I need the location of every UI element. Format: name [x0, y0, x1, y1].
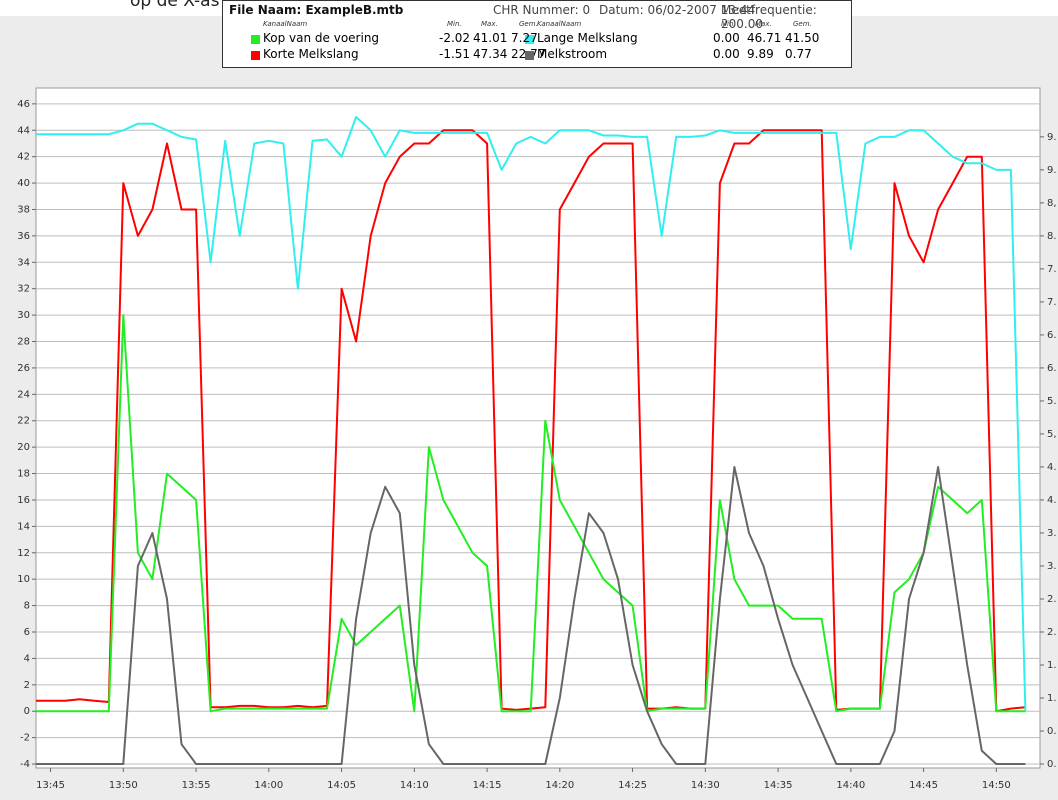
y-tick-label: 34	[17, 257, 30, 268]
x-tick-label: 14:10	[400, 780, 429, 791]
y2-tick-label: 0.	[1047, 759, 1057, 770]
y2-tick-label: 7.	[1047, 264, 1057, 275]
y-tick-label: -2	[20, 733, 30, 744]
x-tick-label: 13:55	[182, 780, 211, 791]
y2-tick-label: 8,	[1047, 198, 1057, 209]
y2-tick-label: 0.	[1047, 726, 1057, 737]
legend-label: Melkstroom	[537, 47, 608, 61]
x-tick-label: 14:50	[982, 780, 1011, 791]
y-tick-label: 28	[17, 337, 30, 348]
stats-header: Gem.	[793, 20, 812, 28]
y-tick-label: 22	[17, 416, 30, 427]
y2-tick-label: 2.	[1047, 594, 1057, 605]
info-text: Datum: 06/02-2007 13:44	[599, 3, 756, 17]
x-tick-label: 13:50	[109, 780, 138, 791]
y2-tick-label: 2.	[1047, 627, 1057, 638]
info-text: CHR Nummer: 0	[493, 3, 591, 17]
y-tick-label: 24	[17, 389, 30, 400]
legend-label: Korte Melkslang	[263, 47, 359, 61]
y2-tick-label: 1.	[1047, 660, 1057, 671]
y-tick-label: 16	[17, 495, 30, 506]
y-tick-label: 10	[17, 574, 30, 585]
y2-tick-label: 4.	[1047, 495, 1057, 506]
series-line	[36, 314, 1026, 713]
y-tick-label: 40	[17, 178, 30, 189]
y-tick-label: 46	[17, 99, 30, 110]
y2-tick-label: 6.	[1047, 330, 1057, 341]
stats-header: Gem.	[519, 20, 538, 28]
y2-tick-label: 3.	[1047, 528, 1057, 539]
x-tick-label: 14:00	[254, 780, 283, 791]
legend-stat: 0.77	[785, 47, 812, 61]
x-tick-label: 14:20	[545, 780, 574, 791]
legend-stat: 46.71	[747, 31, 782, 45]
y-tick-label: 2	[24, 680, 30, 691]
legend-label: Kop van de voering	[263, 31, 380, 45]
legend-stat: -1.51	[439, 47, 471, 61]
stats-header: Max.	[755, 20, 772, 28]
legend-stat: 7.27	[511, 31, 538, 45]
series-line	[36, 116, 1027, 712]
y2-tick-label: 4.	[1047, 462, 1057, 473]
x-tick-label: 14:15	[473, 780, 502, 791]
x-tick-label: 14:45	[909, 780, 938, 791]
y-tick-label: 6	[24, 627, 30, 638]
legend-stat: 0.00	[713, 31, 740, 45]
legend-stat: 41.50	[785, 31, 820, 45]
y-tick-label: 38	[17, 204, 30, 215]
y-tick-label: 30	[17, 310, 30, 321]
legend-stat: 41.01	[473, 31, 508, 45]
info-text: File Naam: ExampleB.mtb	[229, 3, 404, 17]
y-tick-label: 4	[24, 653, 30, 664]
x-tick-label: 14:25	[618, 780, 647, 791]
x-tick-label: 14:30	[691, 780, 720, 791]
plot-area	[35, 87, 1041, 769]
y-tick-label: 18	[17, 469, 30, 480]
stats-header: KanaalNaam	[263, 20, 308, 28]
y2-tick-label: 5,	[1047, 429, 1057, 440]
legend-stat: 9.89	[747, 47, 774, 61]
y2-tick-label: 9.	[1047, 165, 1057, 176]
y-tick-label: 20	[17, 442, 30, 453]
x-tick-label: 14:40	[836, 780, 865, 791]
y-tick-label: 14	[17, 521, 30, 532]
y2-tick-label: 6.	[1047, 363, 1057, 374]
legend-stat: -2.02	[439, 31, 471, 45]
legend-swatch	[251, 51, 260, 60]
y2-tick-label: 9.	[1047, 132, 1057, 143]
stats-header: Max.	[481, 20, 498, 28]
legend-swatch	[251, 35, 260, 44]
y-tick-label: 8	[24, 601, 30, 612]
y2-tick-label: 8.	[1047, 231, 1057, 242]
stats-header: KanaalNaam	[537, 20, 582, 28]
y-tick-label: 26	[17, 363, 30, 374]
legend: File Naam: ExampleB.mtb CHR Nummer: 0 Datu…	[222, 0, 852, 68]
legend-swatch	[525, 51, 534, 60]
y-tick-label: 44	[17, 125, 30, 136]
y2-tick-label: 3.	[1047, 561, 1057, 572]
stats-header: Min.	[447, 20, 462, 28]
y-tick-label: 12	[17, 548, 30, 559]
y-tick-label: 42	[17, 152, 30, 163]
y-tick-label: 32	[17, 284, 30, 295]
legend-stat: 47.34	[473, 47, 508, 61]
x-tick-label: 13:45	[36, 780, 65, 791]
y2-tick-label: 5.	[1047, 396, 1057, 407]
info-text: Meetfrequentie: 200.00	[721, 3, 817, 31]
y2-tick-label: 7.	[1047, 297, 1057, 308]
legend-label: Lange Melkslang	[537, 31, 638, 45]
y-tick-label: -4	[20, 759, 30, 770]
y2-tick-label: 1.	[1047, 693, 1057, 704]
series-line	[36, 466, 1026, 765]
y-tick-label: 36	[17, 231, 30, 242]
x-tick-label: 14:05	[327, 780, 356, 791]
stats-header: Min.	[721, 20, 736, 28]
x-tick-label: 14:35	[764, 780, 793, 791]
legend-swatch	[525, 35, 534, 44]
legend-stat: 0.00	[713, 47, 740, 61]
y-tick-label: 0	[24, 706, 30, 717]
